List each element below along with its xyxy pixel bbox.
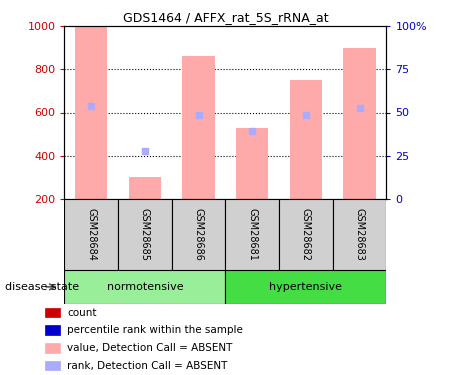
Text: hypertensive: hypertensive — [269, 282, 341, 292]
Bar — [64, 199, 118, 270]
Text: percentile rank within the sample: percentile rank within the sample — [67, 326, 243, 336]
Point — [248, 128, 255, 134]
Bar — [75, 26, 107, 199]
Bar — [129, 177, 161, 199]
Point — [302, 112, 309, 118]
Text: GSM28681: GSM28681 — [246, 208, 257, 261]
Text: GSM28686: GSM28686 — [193, 208, 203, 261]
Text: disease state: disease state — [5, 282, 78, 292]
Text: rank, Detection Call = ABSENT: rank, Detection Call = ABSENT — [67, 361, 227, 371]
Text: GSM28684: GSM28684 — [86, 208, 96, 261]
Bar — [182, 57, 214, 199]
Bar — [45, 308, 60, 317]
Bar — [45, 326, 60, 335]
Bar — [289, 80, 321, 199]
Title: GDS1464 / AFFX_rat_5S_rRNA_at: GDS1464 / AFFX_rat_5S_rRNA_at — [122, 11, 328, 24]
Text: value, Detection Call = ABSENT: value, Detection Call = ABSENT — [67, 343, 232, 353]
Bar — [332, 199, 386, 270]
Bar — [225, 199, 279, 270]
Bar — [45, 361, 60, 370]
Point — [195, 112, 202, 118]
Point — [141, 148, 148, 154]
Point — [355, 105, 363, 111]
Text: GSM28685: GSM28685 — [140, 208, 150, 261]
Bar — [64, 270, 225, 304]
Bar — [171, 199, 225, 270]
Bar — [45, 343, 60, 352]
Text: GSM28682: GSM28682 — [300, 208, 310, 261]
Text: count: count — [67, 308, 96, 318]
Bar — [118, 199, 171, 270]
Bar — [343, 48, 375, 199]
Point — [87, 103, 95, 109]
Bar — [279, 199, 332, 270]
Bar — [225, 270, 386, 304]
Text: normotensive: normotensive — [106, 282, 183, 292]
Text: GSM28683: GSM28683 — [354, 208, 364, 261]
Bar — [235, 128, 268, 199]
